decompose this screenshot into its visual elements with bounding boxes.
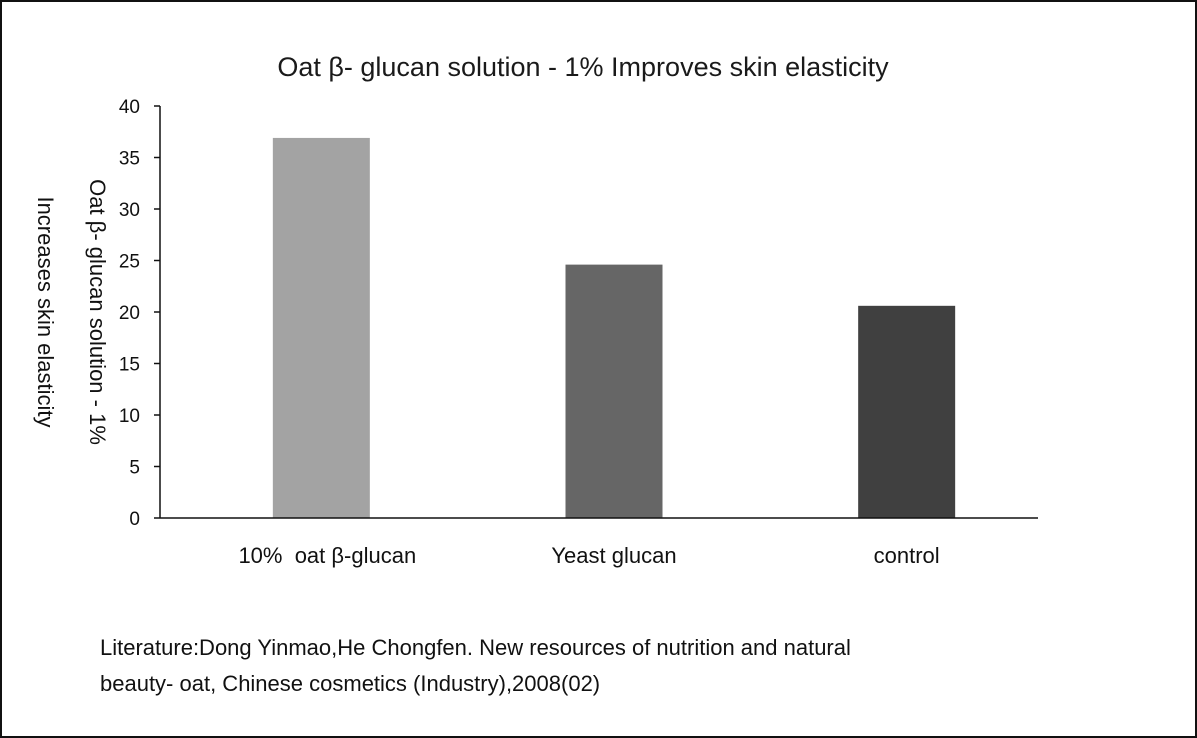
y-tick-label: 0 [129,509,140,530]
y-tick-label: 5 [129,458,140,479]
source-line-2: beauty- oat, Chinese cosmetics (Industry… [100,671,601,696]
y-tick-label: 15 [119,355,140,376]
category-label-1: 10% oat β-glucan [238,543,416,568]
y-tick-label: 35 [119,149,140,170]
source-citation: Literature:Dong Yinmao,He Chongfen. New … [100,630,1160,702]
bar-1 [272,137,370,518]
y-tick-label: 25 [119,252,140,273]
y-tick-label: 10 [119,406,140,427]
bar-3 [858,305,956,518]
y-tick-label: 40 [119,97,140,118]
bar-2 [565,264,663,518]
category-label-2: Yeast glucan [551,543,676,568]
source-line-1: Literature:Dong Yinmao,He Chongfen. New … [100,635,851,660]
chart-title: Oat β- glucan solution - 1% Improves ski… [277,52,889,82]
y-tick-label: 30 [119,200,140,221]
category-labels: 10% oat β-glucan Yeast glucan control [238,543,939,568]
y-axis-ticks: 0 5 10 15 20 25 30 35 40 [119,97,160,530]
y-axis-label-line-2: Increases skin elasticity [33,196,58,427]
bars [272,137,956,518]
category-label-3: control [874,543,940,568]
y-tick-label: 20 [119,303,140,324]
y-axis-label-line-1: Oat β- glucan solution - 1% [85,179,110,445]
y-axis-label: Oat β- glucan solution - 1% Increases sk… [33,179,110,445]
